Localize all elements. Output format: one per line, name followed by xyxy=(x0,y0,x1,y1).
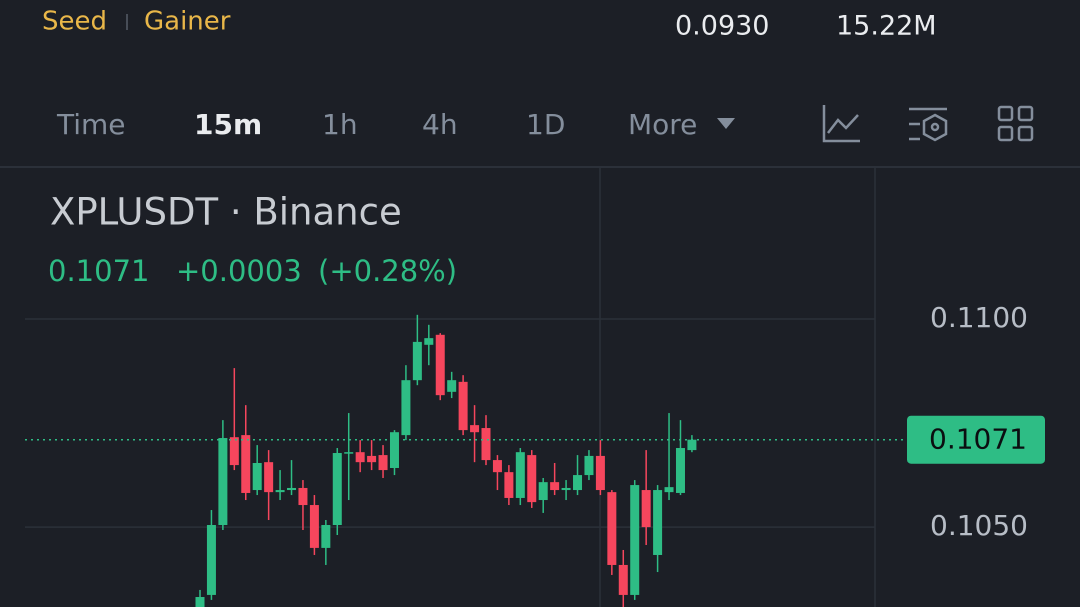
last-price-label: 0.1071 xyxy=(929,423,1027,456)
candle-body xyxy=(675,448,685,493)
tab[interactable]: More xyxy=(628,108,697,141)
settings-icon[interactable] xyxy=(909,107,948,142)
tab[interactable]: 1h xyxy=(322,108,358,141)
candle-body xyxy=(515,452,525,498)
candle-body xyxy=(561,487,571,491)
candle-body xyxy=(389,432,399,468)
layout-icon[interactable] xyxy=(997,105,1034,142)
candle-body xyxy=(664,487,674,493)
plot: 0.1050 0.1100 0.1071 xyxy=(25,301,1045,607)
y-tick-label: 0.1050 xyxy=(930,509,1028,542)
candle-body xyxy=(206,525,216,595)
candle-body xyxy=(195,597,205,607)
candle-body xyxy=(492,460,502,473)
candle-body xyxy=(264,462,274,493)
candle-body xyxy=(573,475,583,491)
candle-body xyxy=(298,487,308,506)
quote-last: 0.1071 xyxy=(48,254,149,288)
tab[interactable]: 4h xyxy=(422,108,458,141)
candle-body xyxy=(481,428,491,461)
candle-body xyxy=(641,490,651,528)
stat: 15.22M xyxy=(836,11,937,42)
candle-body xyxy=(435,334,445,396)
candle-body xyxy=(550,482,560,491)
candle-body xyxy=(378,455,388,471)
candle-body xyxy=(252,462,262,491)
candle-body xyxy=(355,452,365,463)
candle-body xyxy=(344,452,354,454)
quote-percent: (+0.28%) xyxy=(318,254,457,288)
candle-body xyxy=(287,487,297,491)
candle-body xyxy=(687,439,697,451)
last-price-tag xyxy=(907,415,1045,464)
chart-title: XPLUSDT · Binance xyxy=(50,191,402,234)
candle-body xyxy=(367,455,377,463)
tab[interactable]: 1D xyxy=(526,108,565,141)
candle-body xyxy=(447,380,457,392)
dropdown-icon[interactable] xyxy=(717,118,735,129)
candle-body xyxy=(412,341,422,381)
candle-body xyxy=(595,455,605,491)
candle-body xyxy=(470,425,480,433)
candle-body xyxy=(321,525,331,548)
tag[interactable]: Seed xyxy=(42,7,107,37)
candle-body xyxy=(229,437,239,466)
candle-body xyxy=(630,485,640,595)
tab-active[interactable]: 15m xyxy=(194,108,262,141)
candle-body xyxy=(653,490,663,555)
candle-body xyxy=(618,564,628,595)
candle-body xyxy=(218,438,228,526)
candle-body xyxy=(504,472,514,498)
candle-body xyxy=(309,505,319,548)
y-tick-label: 0.1100 xyxy=(930,301,1028,334)
candle-body xyxy=(538,482,548,501)
candle-body xyxy=(332,453,342,526)
indicator-icon[interactable] xyxy=(822,105,860,143)
candle-body xyxy=(241,435,251,493)
candle-body xyxy=(458,381,468,431)
candle-body xyxy=(424,338,434,345)
candle-body xyxy=(527,455,537,503)
tag[interactable]: Gainer xyxy=(144,7,231,37)
candle-body xyxy=(401,380,411,436)
tab[interactable]: Time xyxy=(56,108,126,141)
stat: 0.0930 xyxy=(675,11,769,42)
candle-body xyxy=(607,492,617,565)
quote-change: +0.0003 xyxy=(176,254,302,288)
separator xyxy=(126,14,128,30)
candle-body xyxy=(584,455,594,476)
candle-body xyxy=(275,490,285,493)
